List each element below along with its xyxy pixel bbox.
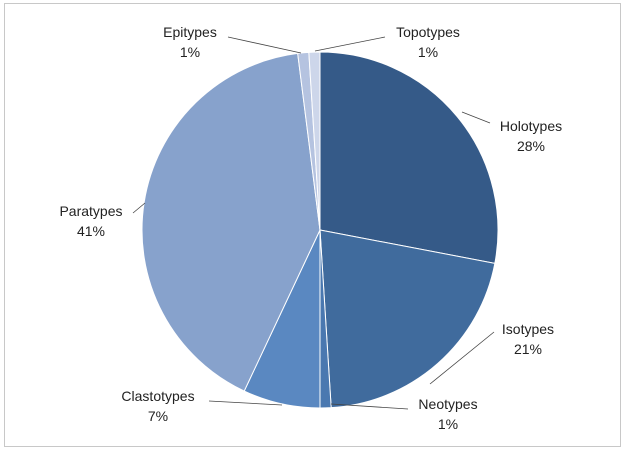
leader-line-topotypes <box>314 36 386 52</box>
pct-holotypes: 28% <box>517 138 545 154</box>
pie-slice-holotypes <box>319 51 499 264</box>
leader-line-holotypes <box>461 111 491 124</box>
pct-paratypes: 41% <box>77 223 105 239</box>
leader-line-neotypes <box>330 403 409 410</box>
label-neotypes: Neotypes <box>418 396 477 412</box>
pct-isotypes: 21% <box>514 341 542 357</box>
pie-slice-isotypes <box>319 229 496 409</box>
pct-topotypes: 1% <box>418 44 438 60</box>
pct-epitypes: 1% <box>180 44 200 60</box>
leader-line-isotypes <box>429 331 495 385</box>
label-clastotypes: Clastotypes <box>121 388 194 404</box>
pie-slice-topotypes <box>308 51 321 231</box>
label-isotypes: Isotypes <box>502 321 554 337</box>
pct-clastotypes: 7% <box>148 408 168 424</box>
label-paratypes: Paratypes <box>59 203 122 219</box>
pct-neotypes: 1% <box>438 416 458 432</box>
leader-line-paratypes <box>132 202 146 214</box>
label-topotypes: Topotypes <box>396 24 460 40</box>
leader-line-epitypes <box>227 36 302 54</box>
pie-slice-paratypes <box>141 52 321 392</box>
label-epitypes: Epitypes <box>163 24 217 40</box>
leader-line-clastotypes <box>208 400 283 406</box>
label-holotypes: Holotypes <box>500 118 562 134</box>
